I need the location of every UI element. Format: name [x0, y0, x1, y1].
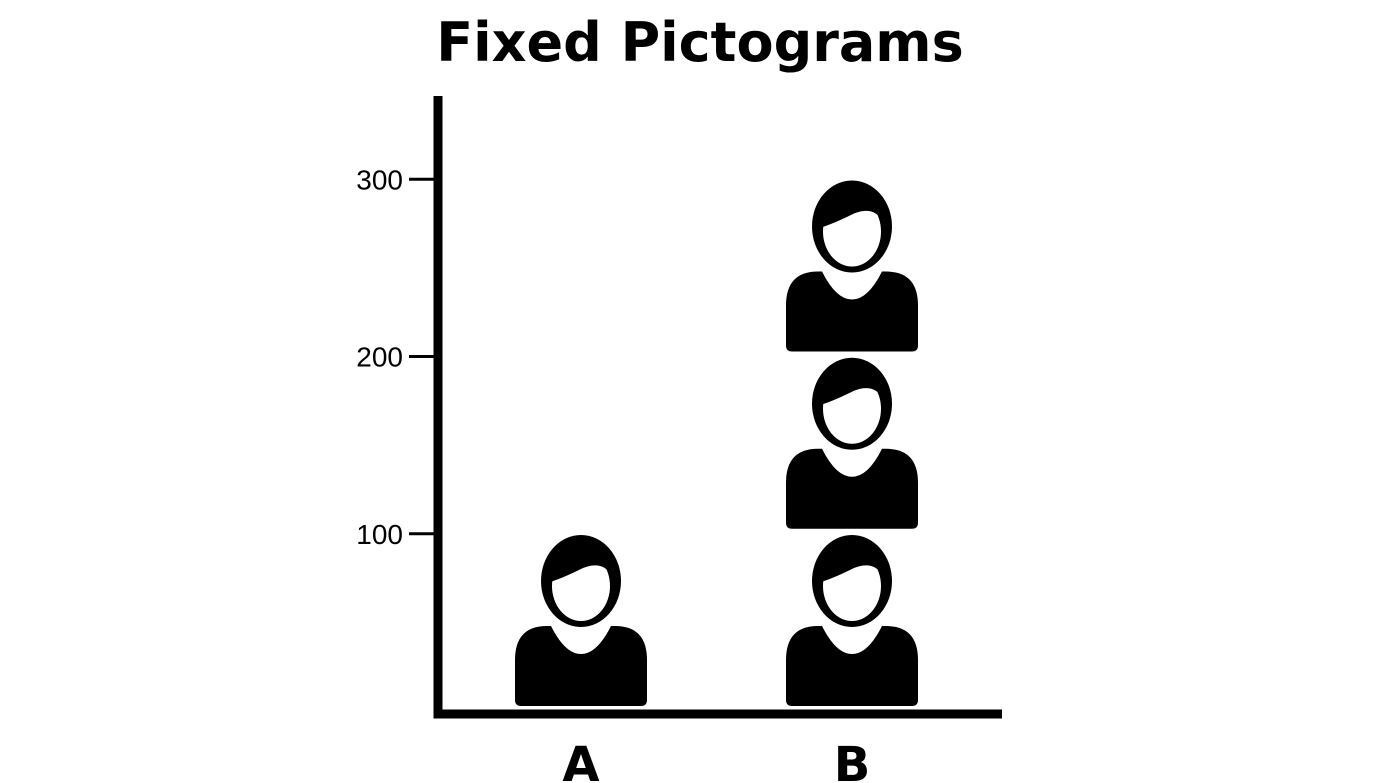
axes: [433, 96, 1002, 719]
pictogram-marks: [515, 180, 918, 706]
x-category-label: A: [562, 737, 599, 783]
chart-title: Fixed Pictograms: [436, 11, 964, 74]
y-tick-label: 100: [356, 519, 403, 550]
x-category-label: B: [834, 737, 871, 783]
person-icon: [786, 535, 918, 706]
y-ticks: 100 200 300: [356, 164, 438, 550]
person-icon: [786, 357, 918, 529]
y-tick-label: 200: [356, 342, 403, 373]
person-icon: [786, 180, 918, 352]
person-icon: [515, 535, 647, 706]
y-tick-label: 300: [356, 164, 403, 195]
